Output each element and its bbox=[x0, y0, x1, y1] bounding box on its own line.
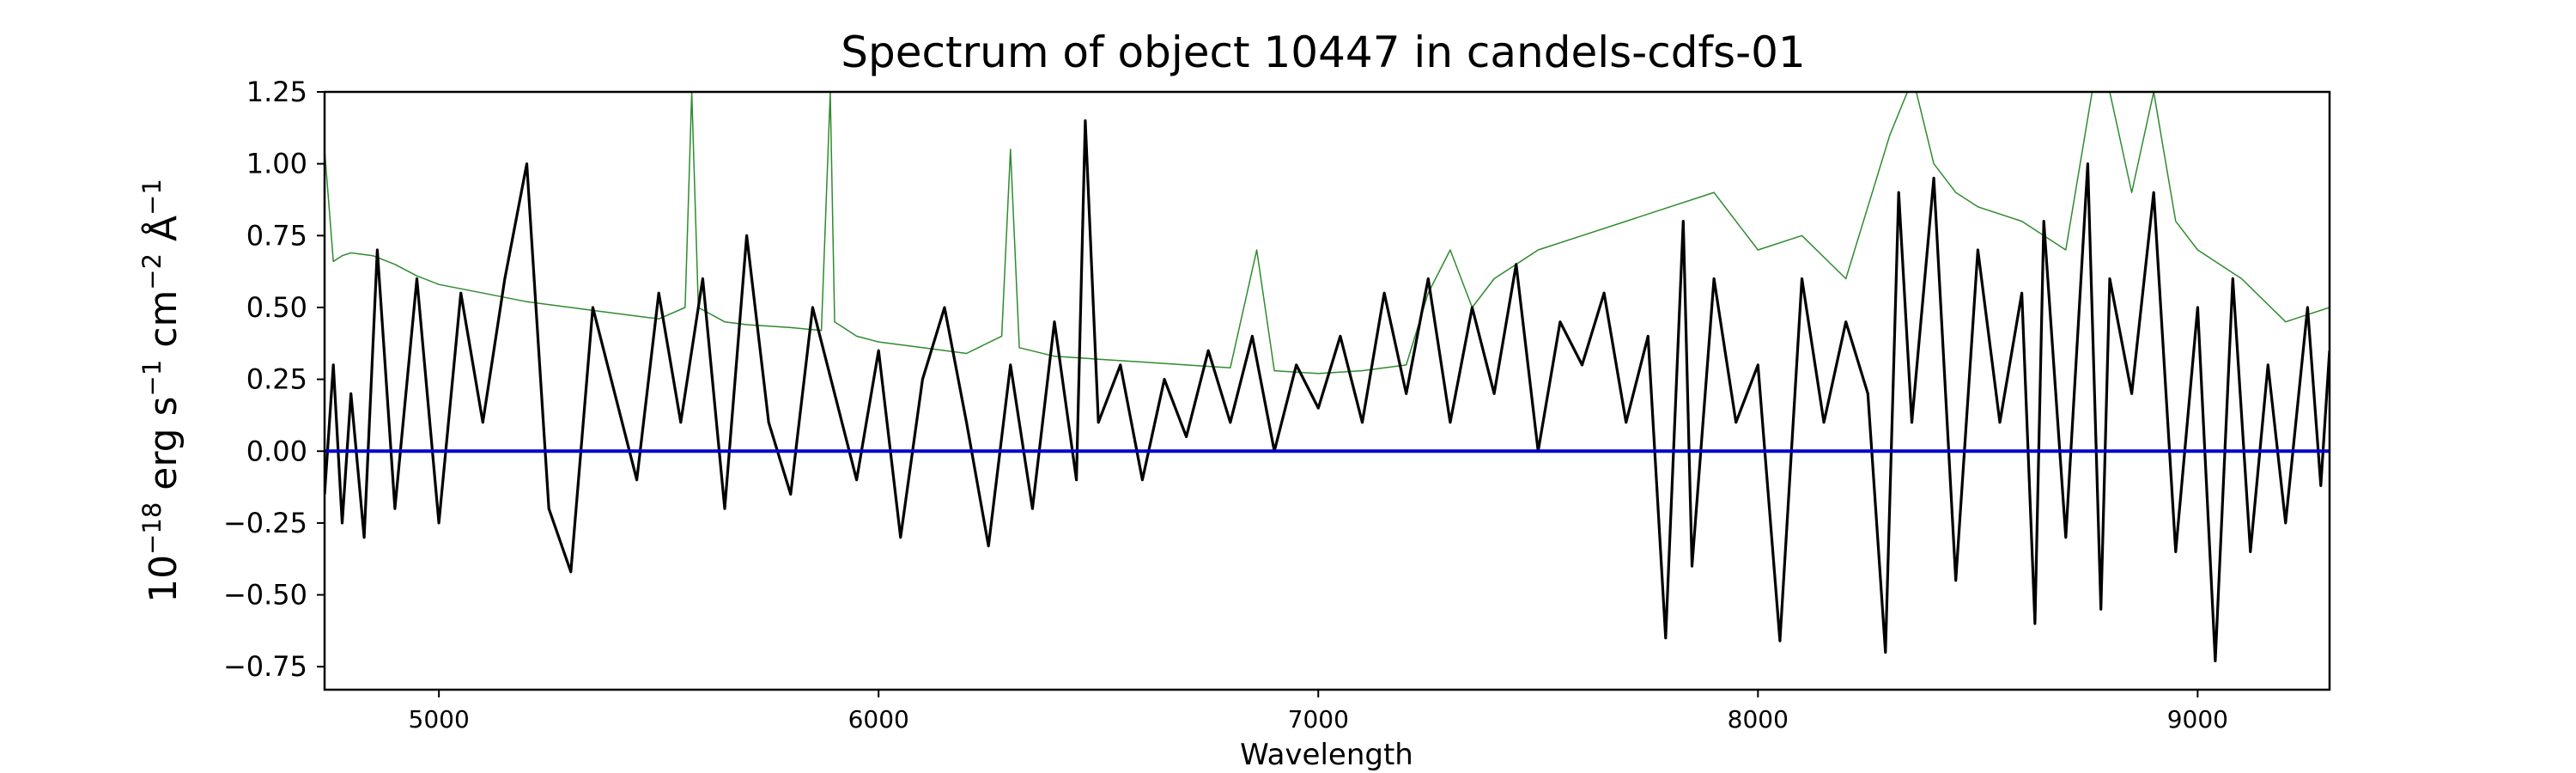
plot-frame bbox=[323, 90, 2331, 691]
y-label-cm: cm bbox=[142, 290, 185, 360]
y-axis: −0.75 −0.50 −0.25 0.00 0.25 0.50 0.75 1.00 1.25 bbox=[223, 76, 325, 683]
y-label-erg: erg s bbox=[142, 396, 185, 502]
y-tick-label: 1.00 bbox=[246, 148, 307, 180]
y-tick-label: −0.50 bbox=[223, 579, 307, 612]
x-tick-label: 8000 bbox=[1728, 705, 1789, 733]
y-label-angstrom: Å bbox=[140, 216, 185, 253]
y-tick-label: 0.00 bbox=[246, 435, 307, 467]
series-line-error-spectrum bbox=[325, 92, 2330, 374]
y-label-exp-4: −1 bbox=[137, 179, 167, 216]
y-tick-label: 0.50 bbox=[246, 291, 307, 324]
x-tick-label: 5000 bbox=[409, 705, 470, 733]
series-layer bbox=[325, 92, 2330, 663]
y-tick-label: 1.25 bbox=[246, 76, 307, 108]
series-line-flux bbox=[325, 119, 2330, 663]
y-label-base: 10 bbox=[142, 555, 185, 603]
y-tick-label: −0.25 bbox=[223, 507, 307, 539]
y-tick-label: −0.75 bbox=[223, 650, 307, 683]
y-label-exp-3: −2 bbox=[137, 253, 167, 290]
x-axis: 5000 6000 7000 8000 9000 bbox=[409, 690, 2228, 733]
y-tick-label: 0.25 bbox=[246, 363, 307, 396]
x-tick-label: 6000 bbox=[848, 705, 909, 733]
chart-title: Spectrum of object 10447 in candels-cdfs… bbox=[841, 27, 1806, 77]
x-tick-label: 7000 bbox=[1288, 705, 1349, 733]
y-tick-label: 0.75 bbox=[246, 219, 307, 252]
y-label-exp-1: −18 bbox=[137, 502, 167, 555]
x-tick-label: 9000 bbox=[2167, 705, 2228, 733]
y-label-exp-2: −1 bbox=[137, 360, 167, 397]
x-axis-label: Wavelength bbox=[1240, 738, 1413, 772]
y-axis-label: 10−18 erg s−1 cm−2 Å−1 bbox=[137, 179, 185, 603]
